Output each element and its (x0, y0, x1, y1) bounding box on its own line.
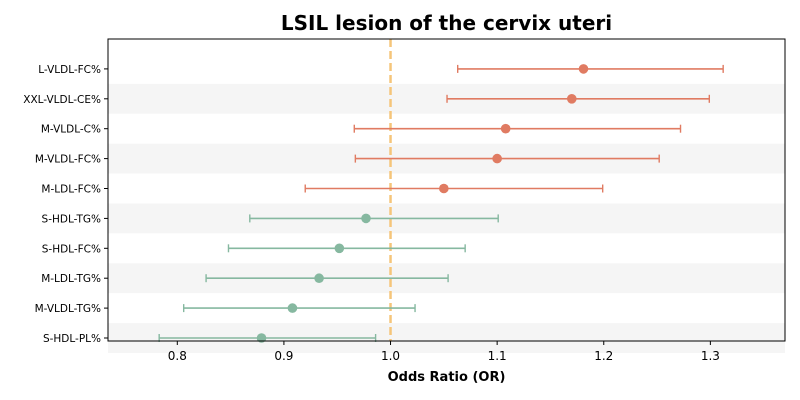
ci-row (456, 64, 724, 74)
y-tick-label: M-LDL-TG% (41, 273, 101, 285)
ci-row (446, 94, 711, 104)
ci-row (354, 153, 660, 164)
y-tick-label: M-VLDL-C% (41, 124, 101, 136)
y-tick-label: S-HDL-FC% (42, 243, 101, 255)
y-axis: L-VLDL-FC% XXL-VLDL-CE% M-VLDL-C% M-VLDL-FC… (23, 64, 108, 345)
y-tick-label: M-VLDL-TG% (35, 303, 101, 315)
or-point (492, 153, 502, 164)
y-tick-label: S-HDL-PL% (43, 333, 101, 345)
y-tick-label: XXL-VLDL-CE% (23, 94, 101, 106)
plot-frame (107, 38, 786, 342)
ci-row (353, 123, 682, 134)
y-tick-label: S-HDL-TG% (42, 213, 101, 225)
or-point (439, 183, 449, 194)
x-tick-label: 0.9 (274, 349, 293, 363)
ci-row (227, 243, 466, 254)
x-tick-label: 1.1 (488, 349, 507, 363)
y-tick-label: M-LDL-FC% (41, 184, 101, 196)
or-point (314, 273, 324, 284)
x-axis: 0.8 0.9 1.0 1.1 1.2 1.3 (168, 341, 720, 363)
x-tick-label: 1.0 (381, 349, 400, 363)
or-point (500, 123, 511, 134)
ci-row (205, 273, 449, 284)
or-point (256, 333, 267, 343)
ci-row (249, 213, 499, 224)
or-point (361, 213, 371, 224)
x-tick-label: 1.3 (701, 349, 720, 363)
data-marks (158, 64, 724, 343)
or-point (334, 243, 345, 254)
x-axis-label: Odds Ratio (OR) (388, 370, 506, 385)
ci-row (182, 303, 416, 313)
x-tick-label: 0.8 (168, 349, 187, 363)
y-tick-label: M-VLDL-FC% (35, 154, 101, 166)
chart-title: LSIL lesion of the cervix uteri (281, 11, 612, 35)
y-tick-label: L-VLDL-FC% (38, 64, 101, 76)
x-tick-label: 1.2 (594, 349, 613, 363)
or-point (287, 303, 298, 313)
or-point (566, 94, 577, 104)
ci-row (304, 183, 604, 194)
or-point (578, 64, 589, 74)
